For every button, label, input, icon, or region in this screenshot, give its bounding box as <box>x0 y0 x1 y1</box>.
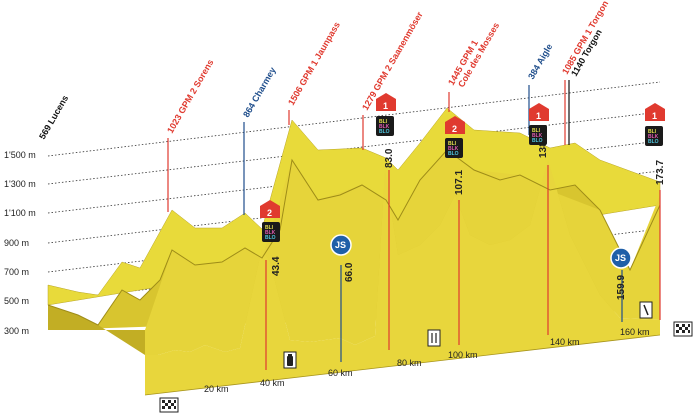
terrain-side-wall <box>145 150 660 355</box>
waypoint-label: 864 Charmey <box>241 65 278 119</box>
svg-text:JS: JS <box>335 240 346 250</box>
gpm-badge: 1 <box>645 103 665 121</box>
km-axis: 20 km 40 km 60 km 80 km 100 km 140 km 16… <box>204 327 650 394</box>
gpm-badge: 1 <box>376 93 396 111</box>
gpm-badge: 2 <box>260 200 280 218</box>
terrain-base-edge <box>144 334 661 396</box>
km-label: 80 km <box>397 358 422 368</box>
terrain <box>47 107 661 396</box>
sprint-icon <box>639 301 653 319</box>
svg-text:BLO: BLO <box>448 151 459 157</box>
svg-text:BLO: BLO <box>379 129 390 135</box>
bottle-icon <box>283 351 297 369</box>
waypoint-label: 1279 GPM 2 Saanenmöser <box>360 10 425 112</box>
waypoint-label: 384 Aigle <box>526 42 554 81</box>
svg-text:BLO: BLO <box>648 139 659 145</box>
km-label: 60 km <box>328 368 353 378</box>
svg-text:BLK: BLK <box>379 124 390 130</box>
km-label: 20 km <box>204 384 229 394</box>
km-label: 40 km <box>260 378 285 388</box>
km-label: 100 km <box>448 350 478 360</box>
svg-text:BLI: BLI <box>532 128 541 134</box>
sprint-tag-badge: BLI BLK BLO <box>262 222 280 242</box>
cutlery-icon <box>427 329 441 347</box>
km-mark: 43.4 <box>271 256 282 276</box>
terrain-ridge-shade <box>47 149 661 326</box>
sprint-tag-badge: BLI BLK BLO <box>376 116 394 136</box>
svg-text:BLI: BLI <box>648 129 657 135</box>
km-mark: 83.0 <box>384 148 395 168</box>
km-marks: 43.4 66.0 83.0 107.1 138.2 159.9 173.7 <box>271 133 666 300</box>
svg-text:BLK: BLK <box>448 146 459 152</box>
sprint-tag-badge: BLI BLK BLO <box>645 126 663 146</box>
gpm-badge-label: 1 <box>383 101 388 111</box>
svg-text:BLK: BLK <box>532 133 543 139</box>
waypoint-lines <box>167 80 570 215</box>
altitude-label: 700 m <box>4 267 29 277</box>
gpm-badge-label: 2 <box>267 208 272 218</box>
svg-text:BLO: BLO <box>532 138 543 144</box>
terrain-left-flank <box>48 285 145 395</box>
svg-text:BLI: BLI <box>448 141 457 147</box>
svg-text:BLI: BLI <box>265 225 274 231</box>
gpm-badge-label: 1 <box>652 111 657 121</box>
altitude-label: 1'100 m <box>4 208 36 218</box>
altitude-label: 900 m <box>4 238 29 248</box>
js-badge: JS <box>610 247 632 269</box>
gpm-badge: 2 <box>445 116 465 134</box>
km-mark: 138.2 <box>538 133 549 158</box>
svg-text:BLI: BLI <box>379 119 388 125</box>
altitude-axis: 1'500 m 1'300 m 1'100 m 900 m 700 m 500 … <box>4 150 36 336</box>
svg-text:BLO: BLO <box>265 235 276 241</box>
km-mark-lines-town <box>340 265 623 362</box>
gpm-badge-label: 2 <box>452 124 457 134</box>
sprint-tag-badge: BLI BLK BLO <box>529 125 547 145</box>
start-label: 569 Lucens <box>37 94 70 141</box>
svg-text:JS: JS <box>615 253 626 263</box>
waypoint-label: 1506 GPM 1 Jaunpass <box>286 20 342 107</box>
km-label: 160 km <box>620 327 650 337</box>
km-label: 140 km <box>550 337 580 347</box>
svg-text:BLK: BLK <box>265 230 276 236</box>
altitude-label: 300 m <box>4 326 29 336</box>
js-badge: JS <box>330 234 352 256</box>
km-mark: 66.0 <box>344 262 355 282</box>
altitude-label: 1'500 m <box>4 150 36 160</box>
km-mark: 173.7 <box>655 160 666 185</box>
km-mark: 159.9 <box>616 275 627 300</box>
km-mark: 107.1 <box>454 170 465 195</box>
waypoint-label: 1023 GPM 2 Sorens <box>165 58 215 135</box>
gpm-badge: 1 <box>529 103 549 121</box>
finish-flag-icon <box>673 321 693 337</box>
km-mark-lines <box>265 165 661 370</box>
altitude-label: 500 m <box>4 296 29 306</box>
sprint-tag-badge: BLI BLK BLO <box>445 138 463 158</box>
gpm-badge-label: 1 <box>536 111 541 121</box>
svg-text:BLK: BLK <box>648 134 659 140</box>
terrain-base <box>145 160 660 395</box>
start-flag-icon <box>159 397 179 413</box>
altitude-label: 1'300 m <box>4 179 36 189</box>
